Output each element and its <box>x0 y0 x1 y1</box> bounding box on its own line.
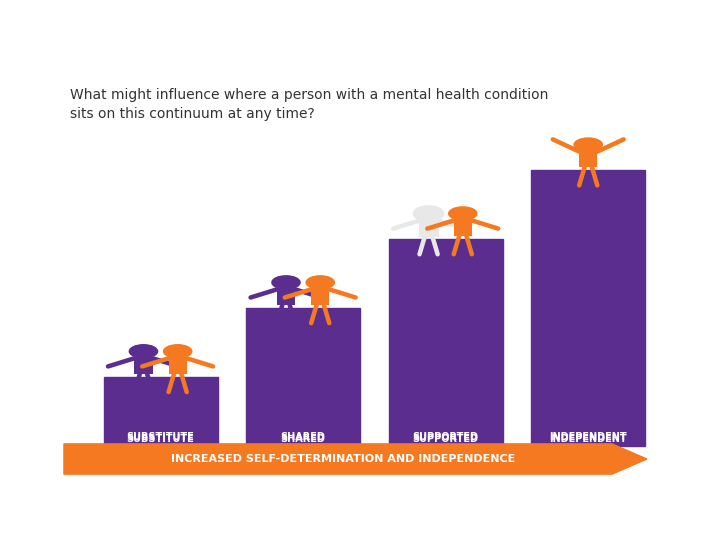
Text: SUPPORTED: SUPPORTED <box>413 433 479 442</box>
Circle shape <box>414 206 444 221</box>
Text: INDEPENDENT: INDEPENDENT <box>549 433 627 442</box>
Text: decision-making: decision-making <box>408 449 483 458</box>
Circle shape <box>448 206 477 221</box>
Text: decision-making: decision-making <box>266 449 341 458</box>
Text: SHARED: SHARED <box>281 433 325 442</box>
Bar <box>454 213 472 236</box>
FancyArrow shape <box>64 444 647 474</box>
Text: decision-making: decision-making <box>123 449 198 458</box>
Text: SUPPORTED: SUPPORTED <box>413 434 479 444</box>
Circle shape <box>573 137 603 152</box>
Circle shape <box>129 344 158 359</box>
Text: decision-making: decision-making <box>551 449 626 458</box>
Bar <box>420 213 438 236</box>
Bar <box>168 352 186 374</box>
Circle shape <box>305 275 335 290</box>
Circle shape <box>163 344 192 359</box>
Bar <box>104 376 217 446</box>
Bar <box>531 170 645 446</box>
Text: Decision-making continuum: Decision-making continuum <box>18 21 454 49</box>
Text: What might influence where a person with a mental health condition
sits on this : What might influence where a person with… <box>71 87 549 121</box>
Text: INCREASED SELF-DETERMINATION AND INDEPENDENCE: INCREASED SELF-DETERMINATION AND INDEPEN… <box>171 454 515 464</box>
Text: SUBSTITUTE: SUBSTITUTE <box>127 434 194 444</box>
Bar <box>135 352 153 374</box>
Bar <box>579 145 598 167</box>
Text: SHARED: SHARED <box>281 434 325 444</box>
Text: decision-making: decision-making <box>266 454 341 463</box>
Circle shape <box>271 275 301 290</box>
Text: decision-making: decision-making <box>123 454 198 463</box>
Text: decision-making: decision-making <box>551 454 626 463</box>
Text: decision-making: decision-making <box>408 454 483 463</box>
Text: SUBSTITUTE: SUBSTITUTE <box>127 433 194 442</box>
Bar <box>389 239 503 446</box>
Bar <box>311 282 329 305</box>
Bar <box>246 308 360 445</box>
Text: INDEPENDENT: INDEPENDENT <box>549 434 627 444</box>
Bar <box>277 282 295 305</box>
Text: EMPOWERMENT: EMPOWERMENT <box>18 500 168 518</box>
